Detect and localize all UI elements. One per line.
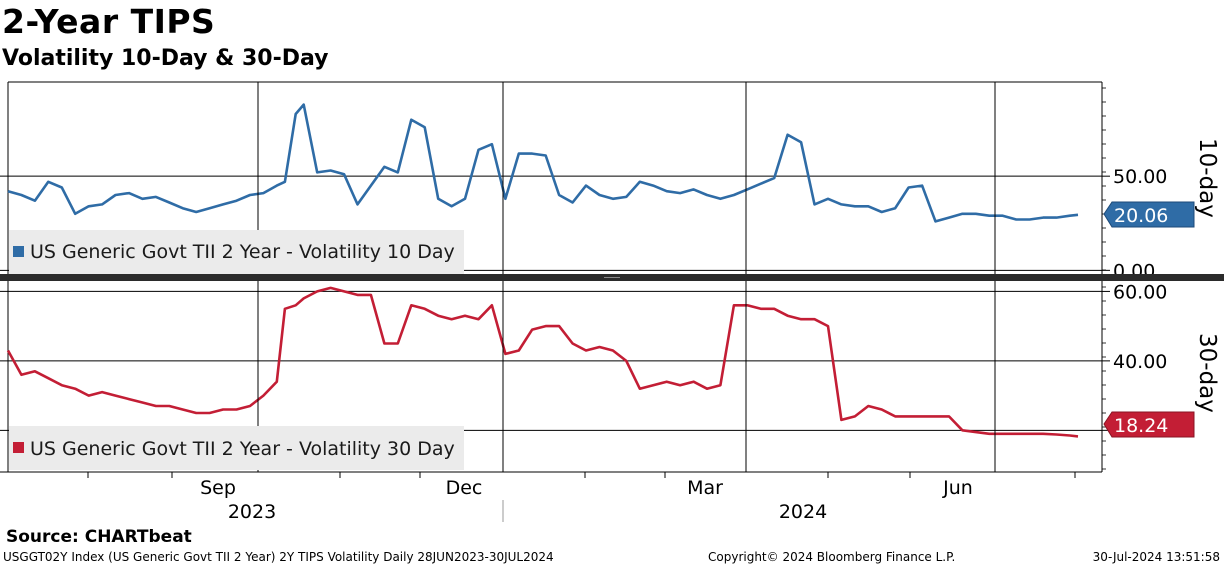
legend-10day-label: US Generic Govt TII 2 Year - Volatility … — [30, 241, 455, 263]
side-label-30day: 30-day — [1194, 333, 1220, 413]
side-label-10day: 10-day — [1194, 138, 1220, 218]
last-value-30day: 18.24 — [1114, 415, 1168, 437]
legend-30day-label: US Generic Govt TII 2 Year - Volatility … — [30, 438, 455, 460]
x-label-2024: 2024 — [779, 501, 827, 523]
bottom-gridlines — [0, 290, 1102, 431]
y-tick-label-10day-1: 50.00 — [1113, 166, 1167, 188]
last-value-30day-tag: 18.24 — [1103, 411, 1195, 438]
footer-copyright: Copyright© 2024 Bloomberg Finance L.P. — [708, 550, 956, 564]
x-label-sep: Sep — [200, 477, 236, 499]
legend-30day[interactable]: US Generic Govt TII 2 Year - Volatility … — [9, 426, 464, 470]
top-series-group — [7, 103, 1079, 223]
last-value-10day: 20.06 — [1114, 205, 1168, 227]
footer-index-description: USGGT02Y Index (US Generic Govt TII 2 Ye… — [3, 550, 554, 564]
bottom-y-ticks: 40.00 60.00 — [1102, 281, 1167, 470]
legend-10day[interactable]: US Generic Govt TII 2 Year - Volatility … — [9, 230, 464, 274]
series-line-30day — [6, 286, 1079, 438]
x-label-jun: Jun — [942, 477, 973, 499]
y-tick-label-30day-2: 60.00 — [1113, 281, 1167, 303]
legend-10day-swatch — [13, 246, 24, 257]
last-value-10day-tag: 20.06 — [1103, 201, 1195, 228]
x-label-dec: Dec — [446, 477, 483, 499]
series-line-10day — [7, 103, 1079, 223]
legend-30day-swatch — [13, 442, 24, 453]
x-axis: Sep Dec Mar Jun 2023 2024 — [200, 477, 973, 523]
chart-subtitle: Volatility 10-Day & 30-Day — [2, 46, 329, 71]
y-tick-label-30day-1: 40.00 — [1113, 351, 1167, 373]
source-note: Source: CHARTbeat — [6, 527, 192, 547]
bottom-series-group — [6, 286, 1079, 438]
x-label-2023: 2023 — [228, 501, 276, 523]
footer-timestamp: 30-Jul-2024 13:51:58 — [1092, 550, 1220, 564]
bottom-panel: 40.00 60.00 — [0, 281, 1167, 473]
chart-title: 2-Year TIPS — [2, 2, 216, 41]
x-label-mar: Mar — [687, 477, 723, 499]
